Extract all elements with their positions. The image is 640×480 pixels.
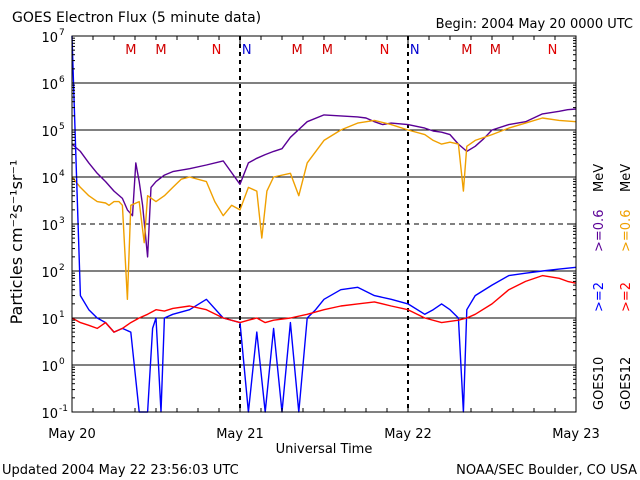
x-tick-label: May 21	[216, 427, 264, 442]
series-line-3	[71, 274, 577, 333]
credit-label: NOAA/SEC Boulder, CO USA	[456, 463, 637, 478]
marker-label: N	[380, 43, 390, 58]
legend-goes12-high: >=0.6	[619, 210, 634, 252]
legend-goes12: GOES12	[619, 357, 634, 410]
marker-label: M	[155, 43, 166, 58]
marker-label: N	[410, 43, 420, 58]
x-axis-label: Universal Time	[276, 442, 373, 457]
y-tick-label: 10	[41, 313, 58, 328]
y-tick-label: 10	[41, 360, 58, 375]
y-tick-label: 10	[41, 219, 58, 234]
series-line-0	[71, 108, 577, 258]
legend-goes10-low: >=2	[592, 282, 607, 312]
y-tick-exponent: 5	[59, 122, 65, 132]
x-axis-ticks: May 20 May 21 May 22 May 23	[48, 36, 600, 442]
marker-label: M	[490, 43, 501, 58]
y-tick-exponent: 2	[59, 263, 65, 273]
legend: GOES10 GOES12 >=2 >=2 >=0.6 >=0.6 MeV Me…	[592, 164, 634, 410]
legend-goes10: GOES10	[592, 357, 607, 410]
y-tick-label: 10	[41, 31, 58, 46]
chart-title: GOES Electron Flux (5 minute data)	[12, 10, 261, 26]
y-tick-label: 10	[41, 407, 58, 422]
marker-label: M	[322, 43, 333, 58]
y-tick-label: 10	[41, 172, 58, 187]
y-tick-exponent: 6	[59, 75, 65, 85]
x-tick-label: May 23	[552, 427, 600, 442]
y-axis-label: Particles cm⁻²s⁻¹sr⁻¹	[7, 160, 26, 325]
series-line-2	[71, 35, 577, 413]
data-series	[71, 35, 577, 413]
y-tick-label: 10	[41, 78, 58, 93]
y-tick-exponent: 4	[59, 169, 65, 179]
marker-label: M	[292, 43, 303, 58]
series-line-1	[71, 117, 577, 300]
y-tick-exponent: -1	[59, 404, 68, 414]
y-tick-exponent: 3	[59, 216, 65, 226]
x-tick-label: May 22	[384, 427, 432, 442]
legend-unit-goes12: MeV	[619, 164, 634, 192]
marker-label: N	[548, 43, 558, 58]
marker-label: M	[125, 43, 136, 58]
marker-label: N	[212, 43, 222, 58]
marker-label: N	[242, 43, 252, 58]
y-tick-exponent: 7	[59, 28, 65, 38]
x-tick-label: May 20	[48, 427, 96, 442]
y-tick-exponent: 0	[59, 357, 65, 367]
marker-label: M	[461, 43, 472, 58]
updated-label: Updated 2004 May 22 23:56:03 UTC	[2, 463, 239, 478]
legend-goes12-low: >=2	[619, 282, 634, 312]
legend-goes10-high: >=0.6	[592, 210, 607, 252]
legend-unit-goes10: MeV	[592, 164, 607, 192]
grid	[72, 36, 576, 412]
y-tick-label: 10	[41, 266, 58, 281]
begin-label: Begin: 2004 May 20 0000 UTC	[436, 17, 633, 32]
y-tick-label: 10	[41, 125, 58, 140]
y-tick-exponent: 1	[59, 310, 65, 320]
